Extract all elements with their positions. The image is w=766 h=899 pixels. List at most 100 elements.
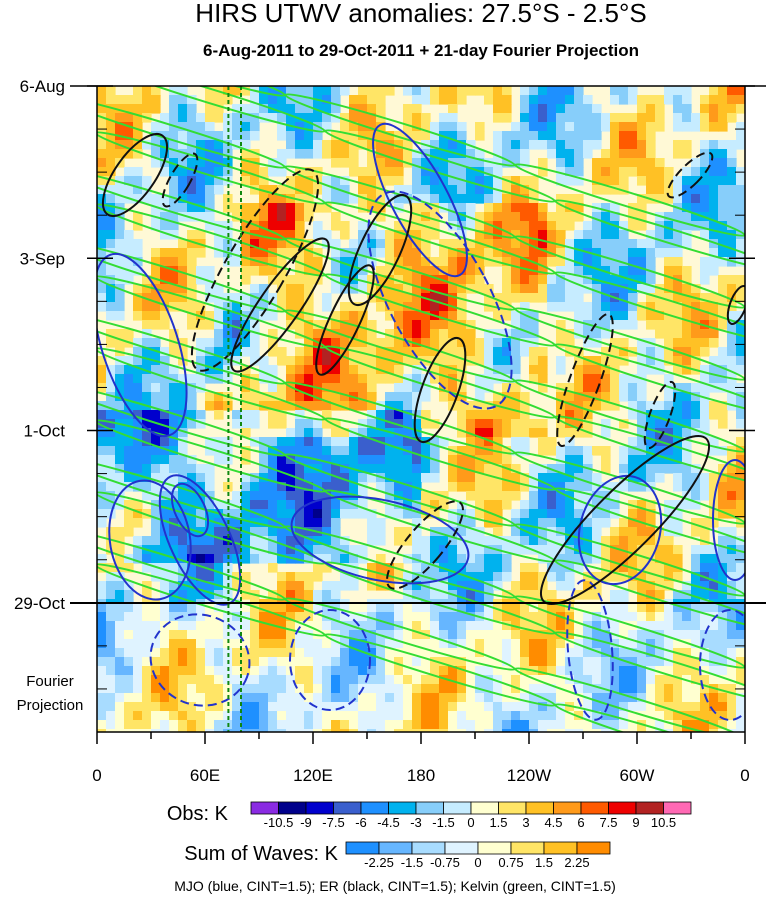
- obs-field-cell: [592, 239, 602, 249]
- projection-field-cell: [142, 720, 152, 730]
- obs-field-cell: [520, 428, 530, 438]
- projection-field-cell: [700, 612, 710, 622]
- obs-field-cell: [466, 257, 476, 267]
- obs-field-cell: [682, 473, 692, 483]
- obs-field-cell: [277, 401, 287, 411]
- obs-field-cell: [115, 581, 125, 591]
- obs-field-cell: [97, 230, 107, 240]
- obs-field-cell: [304, 140, 314, 150]
- obs-field-cell: [142, 554, 152, 564]
- projection-field-cell: [142, 639, 152, 649]
- projection-field-cell: [124, 711, 134, 721]
- obs-field-cell: [106, 599, 116, 604]
- obs-field-cell: [322, 86, 332, 96]
- projection-field-cell: [241, 612, 251, 622]
- obs-field-cell: [403, 347, 413, 357]
- obs-field-cell: [178, 203, 188, 213]
- obs-field-cell: [466, 509, 476, 519]
- obs-field-cell: [646, 248, 656, 258]
- obs-field-cell: [250, 185, 260, 195]
- obs-field-cell: [718, 446, 728, 456]
- obs-field-cell: [709, 401, 719, 411]
- projection-field-cell: [97, 603, 107, 613]
- projection-field-cell: [115, 693, 125, 703]
- projection-field-cell: [556, 711, 566, 721]
- obs-field-cell: [511, 518, 521, 528]
- obs-field-cell: [259, 113, 269, 123]
- obs-field-cell: [502, 266, 512, 276]
- projection-field-cell: [475, 729, 485, 732]
- obs-field-cell: [529, 563, 539, 573]
- projection-field-cell: [583, 675, 593, 685]
- obs-field-cell: [502, 194, 512, 204]
- obs-field-cell: [700, 527, 710, 537]
- obs-field-cell: [520, 95, 530, 105]
- obs-field-cell: [448, 248, 458, 258]
- projection-field-cell: [394, 639, 404, 649]
- obs-field-cell: [448, 221, 458, 231]
- projection-field-cell: [385, 612, 395, 622]
- obs-field-cell: [394, 473, 404, 483]
- obs-field-cell: [412, 500, 422, 510]
- obs-field-cell: [106, 410, 116, 420]
- obs-field-cell: [484, 356, 494, 366]
- obs-field-cell: [700, 491, 710, 501]
- projection-field-cell: [520, 693, 530, 703]
- projection-field-cell: [628, 630, 638, 640]
- obs-field-cell: [97, 302, 107, 312]
- obs-field-cell: [421, 563, 431, 573]
- obs-field-cell: [682, 428, 692, 438]
- obs-field-cell: [538, 428, 548, 438]
- obs-field-cell: [367, 338, 377, 348]
- obs-field-cell: [394, 572, 404, 582]
- obs-field-cell: [259, 257, 269, 267]
- obs-field-cell: [151, 311, 161, 321]
- obs-field-cell: [628, 248, 638, 258]
- projection-field-cell: [565, 666, 575, 676]
- obs-field-cell: [403, 239, 413, 249]
- projection-field-cell: [727, 720, 737, 730]
- obs-field-cell: [466, 185, 476, 195]
- obs-field-cell: [160, 500, 170, 510]
- projection-field-cell: [646, 603, 656, 613]
- projection-field-cell: [439, 657, 449, 667]
- projection-field-cell: [457, 666, 467, 676]
- projection-field-cell: [151, 693, 161, 703]
- projection-field-cell: [133, 702, 143, 712]
- obs-field-cell: [394, 167, 404, 177]
- projection-field-cell: [169, 720, 179, 730]
- obs-field-cell: [700, 554, 710, 564]
- obs-field-cell: [619, 86, 629, 96]
- obs-field-cell: [556, 104, 566, 114]
- obs-field-cell: [403, 500, 413, 510]
- projection-field-cell: [565, 612, 575, 622]
- obs-field-cell: [592, 356, 602, 366]
- obs-field-cell: [106, 338, 116, 348]
- obs-field-cell: [736, 500, 745, 510]
- obs-field-cell: [250, 248, 260, 258]
- obs-field-cell: [637, 248, 647, 258]
- projection-field-cell: [295, 720, 305, 730]
- obs-field-cell: [313, 221, 323, 231]
- obs-field-cell: [160, 167, 170, 177]
- obs-field-cell: [493, 500, 503, 510]
- projection-field-cell: [151, 657, 161, 667]
- projection-field-cell: [718, 675, 728, 685]
- projection-field-cell: [313, 639, 323, 649]
- obs-field-cell: [358, 401, 368, 411]
- obs-field-cell: [331, 131, 341, 141]
- obs-field-cell: [718, 581, 728, 591]
- obs-field-cell: [502, 563, 512, 573]
- er-contour: [347, 193, 413, 307]
- obs-field-cell: [448, 581, 458, 591]
- obs-field-cell: [304, 437, 314, 447]
- obs-field-cell: [592, 518, 602, 528]
- projection-field-cell: [727, 657, 737, 667]
- obs-field-cell: [511, 473, 521, 483]
- projection-field-cell: [439, 693, 449, 703]
- obs-field-cell: [286, 356, 296, 366]
- obs-field-cell: [313, 131, 323, 141]
- obs-field-cell: [196, 320, 206, 330]
- obs-field-cell: [691, 464, 701, 474]
- obs-field-cell: [718, 257, 728, 267]
